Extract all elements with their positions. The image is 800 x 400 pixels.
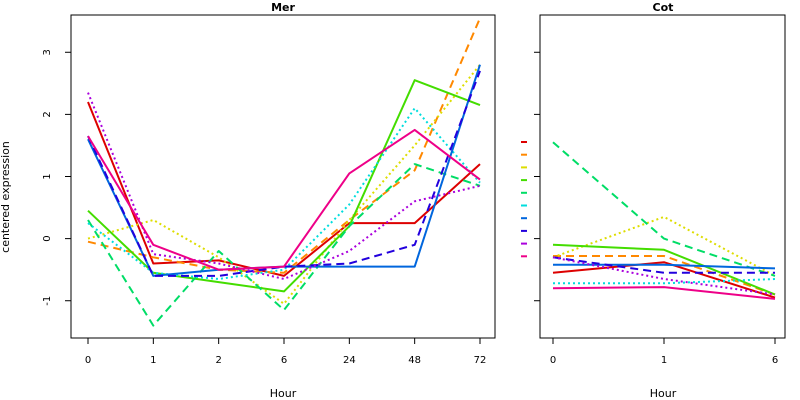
axes-cot: 0 1 6 [534,51,778,366]
series-line-10 [87,128,481,271]
x-tick-label: 6 [281,355,287,366]
panel-cot: Cot Hour 0 1 6 [534,1,786,400]
x-tick-label: 48 [408,355,421,366]
series-lines-cot [552,141,776,300]
y-tick-label: 2 [42,111,53,117]
series-line-5 [87,163,481,327]
y-axis-title: centered expression [0,141,12,253]
series-line-1 [552,261,776,299]
series-line-9 [87,92,481,280]
series-line-1 [87,101,481,277]
series-line-5 [552,141,776,277]
series-line-6 [553,278,776,285]
chart-title-mer: Mer [271,1,295,14]
axes-mer: 0 1 2 6 24 48 72 -1 0 1 2 3 [42,49,486,366]
x-tick-label: 1 [150,355,156,366]
x-tick-label: 24 [343,355,356,366]
x-tick-label: 0 [85,355,91,366]
series-line-2 [87,17,481,274]
panel-mer: Mer Hour centered expression 0 1 2 6 24 48 72 -… [0,1,496,400]
x-tick-label: 2 [215,355,221,366]
x-tick-label: 0 [550,355,556,366]
series-line-10 [552,286,776,300]
legend [521,141,527,258]
series-line-8 [87,70,481,277]
series-lines-mer [87,17,481,327]
x-tick-label: 72 [474,355,487,366]
x-axis-title-cot: Hour [650,387,677,400]
y-tick-label: 3 [42,49,53,55]
x-axis-title-mer: Hour [270,387,297,400]
y-tick-label: 0 [42,235,53,241]
series-line-4 [87,79,481,293]
x-tick-label: 6 [772,355,778,366]
series-line-7 [553,263,776,270]
series-line-3 [552,215,776,277]
plot-frame-mer [70,14,496,339]
series-line-2 [553,255,776,296]
series-line-8 [552,256,775,274]
series-line-7 [87,64,481,277]
chart-title-cot: Cot [653,1,674,14]
y-tick-label: 1 [42,173,53,179]
x-tick-label: 1 [661,355,667,366]
y-tick-label: -1 [42,296,53,306]
